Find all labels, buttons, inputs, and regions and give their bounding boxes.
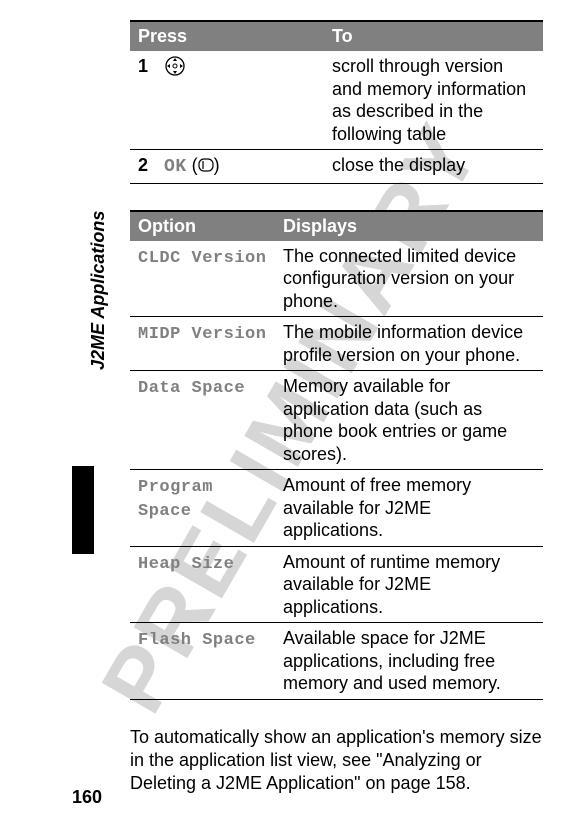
header-displays: Displays xyxy=(275,212,543,241)
to-cell: close the display xyxy=(324,150,543,184)
table-header-row: Press To xyxy=(130,22,543,51)
table-row: Program Space Amount of free memory avai… xyxy=(130,470,543,547)
table-row: Heap Size Amount of runtime memory avail… xyxy=(130,546,543,623)
displays-cell: Available space for J2ME applications, i… xyxy=(275,623,543,700)
table-row: 1 scroll through version and memory info… xyxy=(130,51,543,150)
displays-cell: Amount of free memory available for J2ME… xyxy=(275,470,543,547)
side-section-label: J2ME Applications xyxy=(88,211,109,370)
step-number: 2 xyxy=(130,150,156,184)
table-row: 2 OK () close the display xyxy=(130,150,543,184)
option-cell: MIDP Version xyxy=(130,317,275,371)
body-paragraph: To automatically show an application's m… xyxy=(130,726,543,796)
header-option: Option xyxy=(130,212,275,241)
press-to-table-wrap: Press To 1 scroll through version and me xyxy=(130,20,543,184)
side-tab-marker xyxy=(72,466,94,554)
option-cell: Flash Space xyxy=(130,623,275,700)
page-content: Press To 1 scroll through version and me xyxy=(0,0,583,796)
option-displays-table: Option Displays CLDC Version The connect… xyxy=(130,212,543,700)
header-to: To xyxy=(324,22,543,51)
table-header-row: Option Displays xyxy=(130,212,543,241)
paren-open: ( xyxy=(187,155,198,175)
table-row: Flash Space Available space for J2ME app… xyxy=(130,623,543,700)
option-cell: CLDC Version xyxy=(130,241,275,317)
table-row: Data Space Memory available for applicat… xyxy=(130,371,543,470)
nav-key-icon xyxy=(164,55,186,83)
to-cell: scroll through version and memory inform… xyxy=(324,51,543,150)
page-number: 160 xyxy=(72,787,102,808)
option-cell: Data Space xyxy=(130,371,275,470)
press-cell: OK () xyxy=(156,150,324,184)
paren-close: ) xyxy=(214,155,220,175)
option-cell: Program Space xyxy=(130,470,275,547)
press-cell xyxy=(156,51,324,150)
press-to-table: Press To 1 scroll through version and me xyxy=(130,22,543,184)
option-displays-table-wrap: Option Displays CLDC Version The connect… xyxy=(130,210,543,700)
displays-cell: The connected limited device configurati… xyxy=(275,241,543,317)
softkey-icon xyxy=(198,155,214,178)
table-row: MIDP Version The mobile information devi… xyxy=(130,317,543,371)
step-number: 1 xyxy=(130,51,156,150)
displays-cell: Amount of runtime memory available for J… xyxy=(275,546,543,623)
header-press: Press xyxy=(130,22,324,51)
displays-cell: Memory available for application data (s… xyxy=(275,371,543,470)
option-cell: Heap Size xyxy=(130,546,275,623)
displays-cell: The mobile information device profile ve… xyxy=(275,317,543,371)
ok-label: OK xyxy=(164,157,187,177)
table-row: CLDC Version The connected limited devic… xyxy=(130,241,543,317)
